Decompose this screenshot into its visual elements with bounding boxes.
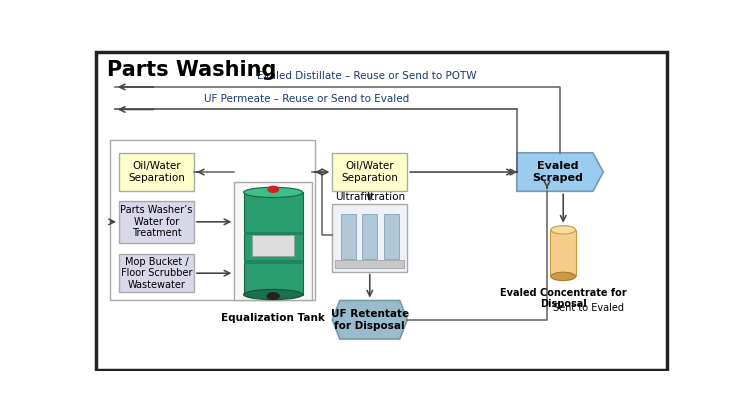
FancyBboxPatch shape — [333, 204, 407, 271]
FancyBboxPatch shape — [341, 214, 356, 259]
Text: Evaled
Scraped: Evaled Scraped — [532, 161, 583, 183]
Text: Sent to Evaled: Sent to Evaled — [553, 303, 623, 313]
Text: Parts Washer’s
Water for
Treatment: Parts Washer’s Water for Treatment — [121, 205, 193, 239]
Polygon shape — [333, 301, 407, 339]
Text: Oil/Water
Separation: Oil/Water Separation — [128, 161, 185, 183]
FancyBboxPatch shape — [551, 230, 576, 276]
Text: UF Retentate
for Disposal: UF Retentate for Disposal — [330, 309, 409, 331]
FancyBboxPatch shape — [243, 192, 303, 294]
Text: Evaled Concentrate for
Disposal: Evaled Concentrate for Disposal — [500, 288, 626, 309]
FancyBboxPatch shape — [384, 214, 399, 259]
Polygon shape — [517, 153, 603, 191]
FancyBboxPatch shape — [119, 254, 194, 292]
FancyBboxPatch shape — [243, 260, 303, 264]
FancyBboxPatch shape — [119, 153, 194, 191]
FancyBboxPatch shape — [336, 260, 405, 269]
Ellipse shape — [551, 226, 576, 234]
Text: UF Permeate – Reuse or Send to Evaled: UF Permeate – Reuse or Send to Evaled — [204, 94, 409, 104]
Circle shape — [267, 293, 279, 299]
Ellipse shape — [551, 272, 576, 281]
Ellipse shape — [243, 289, 303, 300]
FancyBboxPatch shape — [119, 201, 194, 243]
Ellipse shape — [243, 187, 303, 198]
Text: Ultrafiltration: Ultrafiltration — [335, 191, 405, 201]
Text: Oil/Water
Separation: Oil/Water Separation — [341, 161, 398, 183]
FancyBboxPatch shape — [362, 214, 377, 259]
FancyBboxPatch shape — [243, 232, 303, 235]
Circle shape — [268, 186, 278, 192]
FancyBboxPatch shape — [333, 153, 407, 191]
FancyBboxPatch shape — [234, 182, 312, 301]
Text: Equalization Tank: Equalization Tank — [221, 313, 325, 323]
FancyBboxPatch shape — [252, 235, 294, 256]
Text: Mop Bucket /
Floor Scrubber
Wastewater: Mop Bucket / Floor Scrubber Wastewater — [121, 256, 192, 290]
FancyBboxPatch shape — [96, 52, 667, 369]
Text: Evaled Distillate – Reuse or Send to POTW: Evaled Distillate – Reuse or Send to POT… — [257, 71, 477, 81]
Text: Parts Washing: Parts Washing — [107, 60, 277, 80]
